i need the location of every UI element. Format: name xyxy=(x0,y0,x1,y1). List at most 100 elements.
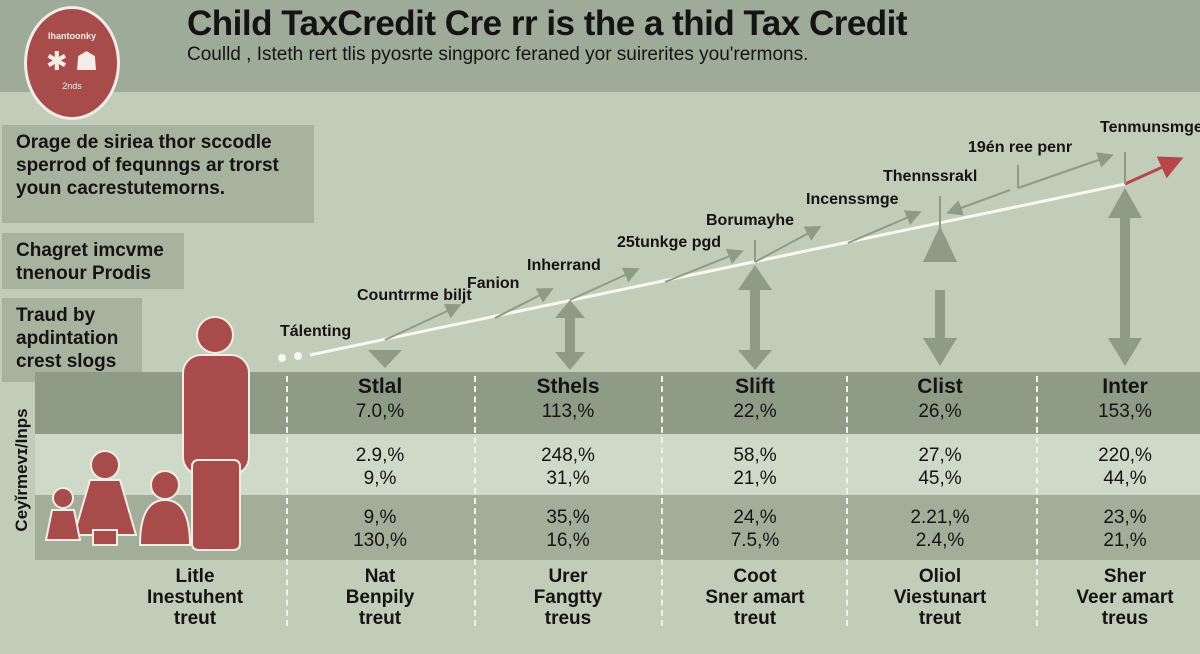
column-header: Slift xyxy=(735,375,775,398)
table-cell: 44,% xyxy=(1103,468,1147,489)
footer-line: Fangtty xyxy=(533,587,603,608)
left-footer-label: Litle Inestuhent treut xyxy=(105,566,285,629)
column-divider xyxy=(846,376,848,626)
footer-line: Oliol xyxy=(918,566,962,587)
timeline-label: Borumayhe xyxy=(706,212,795,229)
step-arrow xyxy=(847,210,922,244)
column-footer: Sher Veer amart treus xyxy=(1035,566,1200,629)
timeline-label: 25tunkge pgd xyxy=(617,234,722,251)
logo-top-text: Ihantoonky xyxy=(47,31,96,41)
double-arrow-icon xyxy=(1108,188,1142,366)
table-cell: 27,% xyxy=(918,445,962,466)
family-icon: ✱ ☗ xyxy=(45,46,99,76)
child-silhouette-icon xyxy=(72,450,138,546)
table-cell: 248,% xyxy=(541,445,595,466)
table-cell: 21,% xyxy=(733,468,777,489)
table-cell: 153,% xyxy=(1098,401,1152,422)
timeline-dot xyxy=(294,352,302,360)
footer-line: Nat xyxy=(364,566,396,587)
info-panel-3: Traud by apdintation crest slogs xyxy=(2,298,142,382)
column-header: Sthels xyxy=(536,375,600,398)
table-cell: 58,% xyxy=(733,445,777,466)
table-cell: 113,% xyxy=(541,401,595,422)
logo-bottom-text: 2nds xyxy=(62,81,82,91)
footer-line: Sner amart xyxy=(705,587,805,608)
double-arrow-icon xyxy=(738,265,772,370)
down-triangle-icon xyxy=(368,350,402,368)
footer-line: treut xyxy=(173,608,217,629)
table-cell: 7.0,% xyxy=(355,401,405,422)
table-cell: 2.21,% xyxy=(910,507,970,528)
footer-line: Benpily xyxy=(345,587,415,608)
table-cell: 26,% xyxy=(918,401,962,422)
column-header: Inter xyxy=(1102,375,1148,398)
step-arrow xyxy=(384,303,462,341)
footer-line: Inestuhent xyxy=(146,587,244,608)
page-subtitle: Coulld , Isteth rert tlis pyosrte singpo… xyxy=(187,44,809,65)
table-cell: 21,% xyxy=(1103,530,1147,551)
header-band xyxy=(0,0,1200,92)
table-cell: 45,% xyxy=(918,468,962,489)
timeline-label: Tálenting xyxy=(280,323,352,340)
footer-line: Urer xyxy=(548,566,588,587)
column-footer: Urer Fangtty treus xyxy=(478,566,658,629)
toddler-silhouette-icon xyxy=(44,487,82,541)
column-header: Clist xyxy=(917,375,963,398)
footer-line: Sher xyxy=(1103,566,1147,587)
column-footer: Nat Benpily treut xyxy=(290,566,470,629)
column-divider xyxy=(1036,376,1038,626)
table-cell: 16,% xyxy=(546,530,590,551)
footer-line: treus xyxy=(544,608,592,629)
step-arrow xyxy=(569,267,640,301)
column-footer: Oliol Viestunart treut xyxy=(850,566,1030,629)
footer-line: Veer amart xyxy=(1076,587,1174,608)
red-trend-arrow xyxy=(1124,156,1184,186)
info-panel-2: Chagret imcvme tnenour Prodis xyxy=(2,233,184,289)
logo-seal: Ihantoonky ✱ ☗ 2nds xyxy=(24,6,120,120)
table-cell: 24,% xyxy=(733,507,777,528)
step-arrow xyxy=(494,288,554,319)
step-arrow xyxy=(754,226,822,263)
table-cell: 220,% xyxy=(1098,445,1152,466)
column-divider xyxy=(286,376,288,626)
timeline-dot xyxy=(278,354,286,362)
footer-line: Litle xyxy=(175,566,215,587)
table-cell: 130,% xyxy=(353,530,407,551)
up-triangle-icon xyxy=(923,226,957,262)
footer-line: treut xyxy=(918,608,962,629)
table-cell: 2.4,% xyxy=(915,530,965,551)
table-cell: 35,% xyxy=(546,507,590,528)
footer-line: Coot xyxy=(733,566,777,587)
step-arrow xyxy=(946,189,1011,216)
timeline-label: Incenssmge xyxy=(806,191,899,208)
timeline-label: Countrrme biljt xyxy=(357,287,472,304)
table-cell: 2.9,% xyxy=(355,445,405,466)
table-cell: 9,% xyxy=(363,468,397,489)
timeline-label: 19én ree penr xyxy=(968,139,1073,156)
table-cell: 31,% xyxy=(546,468,590,489)
footer-line: Viestunart xyxy=(893,587,987,608)
timeline-label: Inherrand xyxy=(527,257,601,274)
table-cell: 9,% xyxy=(363,507,397,528)
double-arrow-icon xyxy=(555,300,585,370)
timeline-line xyxy=(309,182,1126,357)
column-footer: Coot Sner amart treut xyxy=(665,566,845,629)
table-cell: 22,% xyxy=(733,401,777,422)
child-silhouette-icon xyxy=(138,470,192,546)
column-divider xyxy=(474,376,476,626)
step-arrow xyxy=(1017,152,1114,189)
timeline-label: Thennssrakl xyxy=(883,168,978,185)
step-arrow xyxy=(664,249,744,283)
column-divider xyxy=(661,376,663,626)
page-title: Child TaxCredit Cre rr is the a thid Tax… xyxy=(187,4,908,43)
adult-silhouette-icon xyxy=(182,316,250,551)
column-header: Stlal xyxy=(357,375,403,398)
info-panel-1: Orage de siriea thor sccodle sperrod of … xyxy=(2,125,314,223)
down-arrow-icon xyxy=(923,290,957,366)
table-cell: 7.5,% xyxy=(730,530,780,551)
table-cell: 23,% xyxy=(1103,507,1147,528)
timeline-label: Tenmunsmge xyxy=(1100,119,1200,136)
timeline-label: Fanion xyxy=(467,275,520,292)
